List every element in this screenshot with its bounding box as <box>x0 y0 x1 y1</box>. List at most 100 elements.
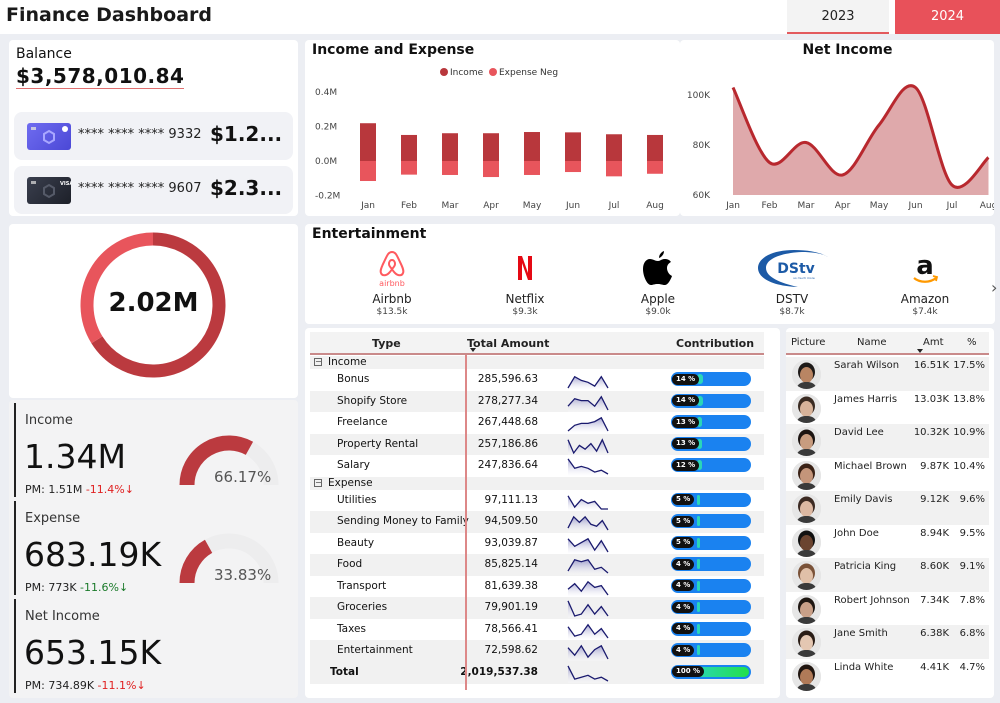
bar-income-aug[interactable] <box>647 134 663 161</box>
col-header-type[interactable]: Type <box>372 337 401 350</box>
y-tick-label: -0.2M <box>315 192 340 202</box>
col-header-picture[interactable]: Picture <box>791 337 826 348</box>
row-amount: 285,596.63 <box>477 373 538 385</box>
x-tick-label: Aug <box>646 201 664 211</box>
person-row[interactable]: Jane Smith 6.38K 6.8% <box>786 625 989 659</box>
ent-name: Apple <box>640 292 676 306</box>
person-photo-icon <box>792 393 821 423</box>
person-row[interactable]: James Harris 13.03K 13.8% <box>786 391 989 425</box>
total-amount: 2,019,537.38 <box>460 665 538 678</box>
table-group-row[interactable]: − Expense <box>310 476 764 490</box>
table-row[interactable]: Salary 247,836.64 12 % <box>310 455 764 477</box>
person-row[interactable]: Patricia King 8.60K 9.1% <box>786 558 989 592</box>
section-title: Entertainment <box>312 226 427 242</box>
table-row[interactable]: Transport 81,639.38 4 % <box>310 576 764 598</box>
ent-name: DSTV <box>775 292 809 306</box>
x-tick-label: May <box>870 201 889 211</box>
person-name: Patricia King <box>834 561 897 572</box>
table-group-row[interactable]: − Income <box>310 356 764 369</box>
year-2024-button[interactable]: 2024 <box>895 0 1000 34</box>
x-tick-label: Jun <box>907 201 922 211</box>
table-row[interactable]: Utilities 97,111.13 5 % <box>310 490 764 512</box>
person-row[interactable]: Linda White 4.41K 4.7% <box>786 659 989 693</box>
table-row[interactable]: Sending Money to Family 94,509.50 5 % <box>310 511 764 533</box>
table-row[interactable]: Bonus 285,596.63 14 % <box>310 369 764 391</box>
person-row[interactable]: Sarah Wilson 16.51K 17.5% <box>786 357 989 391</box>
kpi-net-income: Net Income 653.15K PM: 734.89K -11.1%↓ <box>14 599 294 693</box>
person-row[interactable]: Michael Brown 9.87K 10.4% <box>786 458 989 492</box>
bar-income-jan[interactable] <box>360 123 376 161</box>
col-header-amt[interactable]: Amt <box>923 337 944 348</box>
person-amount: 6.38K <box>920 628 949 639</box>
bar-income-apr[interactable] <box>483 133 499 161</box>
table-row[interactable]: Taxes 78,566.41 4 % <box>310 619 764 641</box>
person-amount: 4.41K <box>920 661 949 673</box>
legend-expense[interactable]: Expense Neg <box>499 68 559 78</box>
bar-expense-feb[interactable] <box>401 161 417 175</box>
col-header-pct[interactable]: % <box>967 337 977 348</box>
person-amount: 9.12K <box>920 494 949 505</box>
contribution-bar: 14 % <box>671 393 751 408</box>
card-row[interactable]: **** **** **** 9332 $1.2... <box>14 112 293 160</box>
net-income-line[interactable] <box>731 84 990 189</box>
bar-expense-jun[interactable] <box>565 161 581 173</box>
bar-income-mar[interactable] <box>442 133 458 161</box>
sparkline-area <box>568 581 608 597</box>
airbnb-logo-icon: airbnb <box>337 248 447 288</box>
bar-income-jun[interactable] <box>565 132 581 161</box>
bar-income-may[interactable] <box>524 132 540 161</box>
table-row[interactable]: Shopify Store 278,277.34 14 % <box>310 390 764 412</box>
contribution-fill <box>697 417 703 427</box>
ent-item-netflix[interactable]: Netflix $9.3k <box>470 248 580 317</box>
credit-card-icon: VISA <box>27 177 73 204</box>
bar-income-feb[interactable] <box>401 134 417 161</box>
table-row[interactable]: Groceries 79,901.19 4 % <box>310 597 764 619</box>
legend-income[interactable]: Income <box>450 68 484 78</box>
balance-label: Balance <box>16 46 72 62</box>
col-header-total-amount[interactable]: Total Amount <box>467 337 550 350</box>
sparkline-line <box>567 600 609 617</box>
arrow-down-icon: ↓ <box>118 581 129 594</box>
person-row[interactable]: David Lee 10.32K 10.9% <box>786 424 989 458</box>
bar-expense-jul[interactable] <box>606 161 622 177</box>
ent-item-apple[interactable]: Apple $9.0k <box>603 248 713 317</box>
sparkline <box>567 395 609 412</box>
card-row[interactable]: VISA **** **** **** 9607 $2.3... <box>14 166 293 214</box>
bar-expense-may[interactable] <box>524 161 540 175</box>
donut-segment-expense[interactable] <box>80 232 154 344</box>
person-row[interactable]: John Doe 8.94K 9.5% <box>786 525 989 559</box>
person-name: James Harris <box>834 393 898 405</box>
ent-item-airbnb[interactable]: airbnb Airbnb $13.5k <box>337 248 447 317</box>
kpi-expense: Expense 683.19K PM: 773K -11.6%↓ 33.83% <box>14 501 294 595</box>
col-header-contribution[interactable]: Contribution <box>676 337 755 350</box>
netflix-logo-icon <box>470 248 580 288</box>
ent-item-dstv[interactable]: DStv so much more DSTV $8.7k <box>737 248 847 317</box>
year-2023-button[interactable]: 2023 <box>787 0 889 34</box>
col-header-name[interactable]: Name <box>857 337 887 348</box>
bar-income-jul[interactable] <box>606 134 622 161</box>
chevron-right-icon[interactable]: › <box>991 278 998 297</box>
ent-item-amazon[interactable]: a Amazon $7.4k <box>870 248 980 317</box>
bar-expense-aug[interactable] <box>647 161 663 174</box>
collapse-icon[interactable]: − <box>314 477 322 487</box>
table-row[interactable]: Food 85,825.14 4 % <box>310 554 764 576</box>
sparkline-line <box>567 665 609 682</box>
sparkline-area <box>568 417 608 433</box>
bar-expense-mar[interactable] <box>442 161 458 175</box>
svg-text:a: a <box>916 251 934 281</box>
table-row[interactable]: Freelance 267,448.68 13 % <box>310 412 764 434</box>
bar-expense-jan[interactable] <box>360 161 376 182</box>
ent-amount: $8.7k <box>779 307 805 317</box>
person-row[interactable]: Robert Johnson 7.34K 7.8% <box>786 592 989 626</box>
contribution-badge: 4 % <box>672 644 695 656</box>
row-type: Transport <box>337 579 387 592</box>
bar-expense-apr[interactable] <box>483 161 499 178</box>
contribution-badge: 100 % <box>672 666 705 677</box>
donut-segment-income[interactable] <box>91 232 226 378</box>
contribution-badge: 5 % <box>672 515 695 527</box>
table-row[interactable]: Property Rental 257,186.86 13 % <box>310 433 764 455</box>
person-row[interactable]: Emily Davis 9.12K 9.6% <box>786 491 989 525</box>
table-row[interactable]: Beauty 93,039.87 5 % <box>310 533 764 555</box>
collapse-icon[interactable]: − <box>314 357 322 366</box>
table-row[interactable]: Entertainment 72,598.62 4 % <box>310 640 764 662</box>
